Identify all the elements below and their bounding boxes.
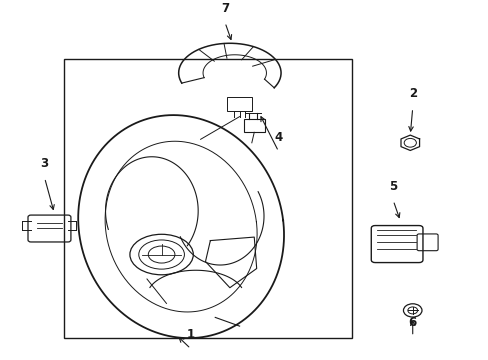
Text: 1: 1 <box>186 328 195 341</box>
Text: 2: 2 <box>408 87 416 100</box>
Text: 4: 4 <box>274 131 282 144</box>
Text: 7: 7 <box>221 2 228 15</box>
Bar <box>227 98 251 111</box>
Text: 3: 3 <box>41 157 48 170</box>
Bar <box>243 119 264 132</box>
Text: 5: 5 <box>388 180 397 193</box>
Bar <box>64 59 351 338</box>
Text: 6: 6 <box>408 316 416 329</box>
